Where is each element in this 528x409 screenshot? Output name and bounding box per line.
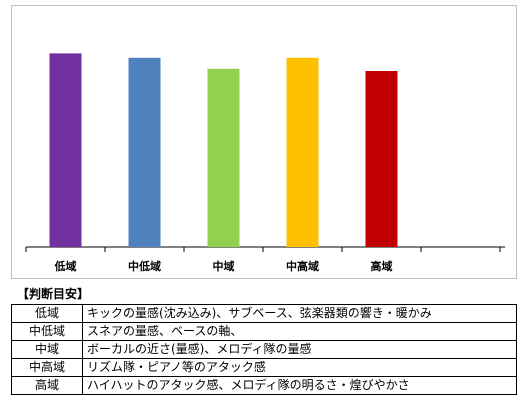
band-name-cell: 中低域 (11, 322, 83, 341)
bar-chart: 低域 中低域 中域 中高域 高域 (25, 53, 505, 273)
table-row: 高域 ハイハットのアタック感、メロディ隊の明るさ・煌びやかさ (11, 376, 517, 395)
chart-area: 低域 中低域 中域 中高域 高域 (11, 5, 517, 279)
bar-4 (286, 57, 319, 247)
band-name-cell: 低域 (11, 304, 83, 323)
x-tick-label: 中高域 (286, 259, 319, 273)
table-row: 中低域 スネアの量感、ベースの軸、 (11, 322, 517, 341)
x-tick-label: 高域 (371, 259, 393, 273)
band-description-cell: リズム隊・ピアノ等のアタック感 (82, 358, 517, 377)
guide-table: 低域 キックの量感(沈み込み)、サブベース、弦楽器類の響き・暖かみ 中低域 スネ… (11, 304, 517, 395)
x-tick-label: 低域 (54, 259, 77, 273)
band-description-cell: ハイハットのアタック感、メロディ隊の明るさ・煌びやかさ (82, 376, 517, 395)
table-row: 中域 ボーカルの近さ(量感)、メロディ隊の量感 (11, 340, 517, 359)
band-name-cell: 中域 (11, 340, 83, 359)
band-name-cell: 中高域 (11, 358, 83, 377)
bar-5 (365, 71, 398, 247)
bar-3 (207, 68, 240, 247)
bar-2 (128, 57, 161, 247)
band-description-cell: スネアの量感、ベースの軸、 (82, 322, 517, 341)
guide-title: 【判断目安】 (17, 287, 90, 301)
bar-1 (49, 53, 82, 248)
table-row: 中高域 リズム隊・ピアノ等のアタック感 (11, 358, 517, 377)
band-description-cell: ボーカルの近さ(量感)、メロディ隊の量感 (82, 340, 517, 359)
table-row: 低域 キックの量感(沈み込み)、サブベース、弦楽器類の響き・暖かみ (11, 304, 517, 323)
x-tick-label: 中域 (213, 259, 235, 273)
x-tick-label: 中低域 (128, 259, 161, 273)
band-description-cell: キックの量感(沈み込み)、サブベース、弦楽器類の響き・暖かみ (82, 304, 517, 323)
band-name-cell: 高域 (11, 376, 83, 395)
